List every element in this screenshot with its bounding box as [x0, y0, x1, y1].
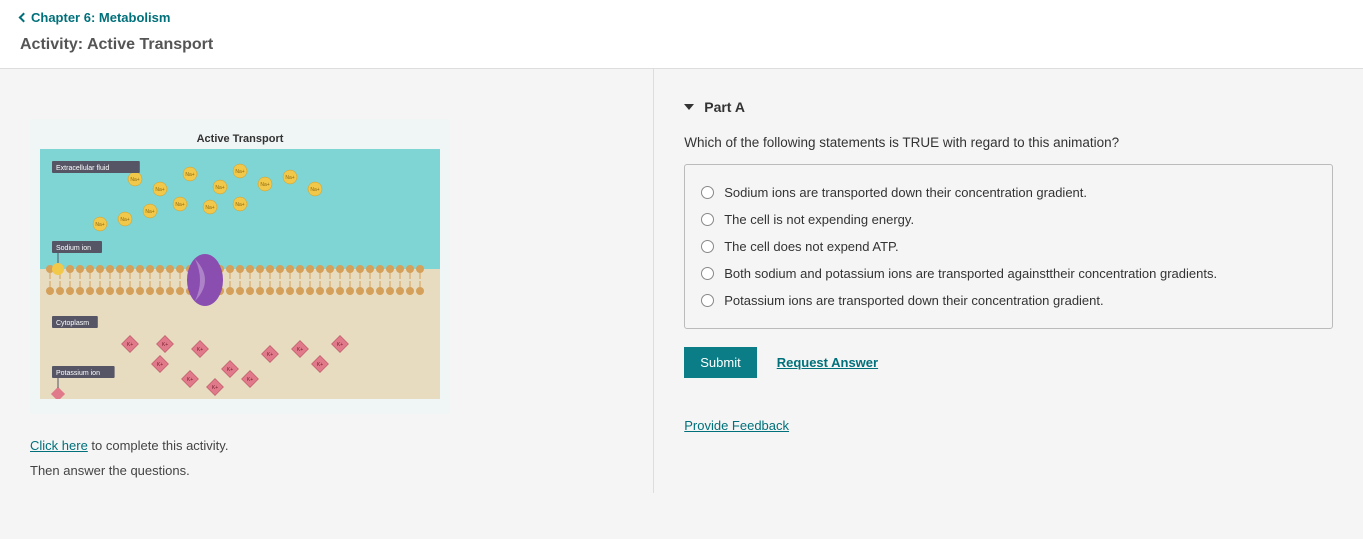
instruction-line2: Then answer the questions. — [30, 459, 623, 484]
action-row: Submit Request Answer — [684, 347, 1333, 378]
submit-button[interactable]: Submit — [684, 347, 756, 378]
click-here-link[interactable]: Click here — [30, 438, 88, 453]
svg-text:K+: K+ — [212, 385, 218, 391]
svg-text:Na+: Na+ — [235, 202, 244, 208]
part-label: Part A — [704, 99, 745, 115]
left-panel: Active Transport Na+Na+Na+Na+Na+Na+Na+Na… — [0, 69, 654, 493]
option-row[interactable]: Potassium ions are transported down thei… — [701, 287, 1316, 314]
svg-text:K+: K+ — [187, 377, 193, 383]
breadcrumb-back-link[interactable]: Chapter 6: Metabolism — [20, 10, 170, 25]
radio-button[interactable] — [701, 267, 714, 280]
option-row[interactable]: The cell is not expending energy. — [701, 206, 1316, 233]
svg-text:Potassium ion: Potassium ion — [56, 370, 100, 377]
svg-text:Extracellular fluid: Extracellular fluid — [56, 165, 109, 172]
right-panel: Part A Which of the following statements… — [654, 69, 1363, 493]
activity-title: Activity: Active Transport — [20, 26, 1343, 68]
option-row[interactable]: Sodium ions are transported down their c… — [701, 179, 1316, 206]
svg-text:K+: K+ — [317, 362, 323, 368]
svg-text:Na+: Na+ — [185, 172, 194, 178]
option-label: Sodium ions are transported down their c… — [724, 185, 1087, 200]
option-label: The cell does not expend ATP. — [724, 239, 898, 254]
provide-feedback-link[interactable]: Provide Feedback — [684, 418, 789, 433]
active-transport-diagram: Na+ Na+ Na+ Na+ Na+ Na+ Na+ Na+ Na+ Na+ Na+ Na+ Na+ N… — [40, 149, 440, 399]
svg-text:K+: K+ — [157, 362, 163, 368]
svg-text:Na+: Na+ — [310, 187, 319, 193]
svg-text:Na+: Na+ — [285, 175, 294, 181]
option-label: The cell is not expending energy. — [724, 212, 914, 227]
option-row[interactable]: The cell does not expend ATP. — [701, 233, 1316, 260]
svg-text:Na+: Na+ — [120, 217, 129, 223]
svg-text:Na+: Na+ — [260, 182, 269, 188]
radio-button[interactable] — [701, 294, 714, 307]
svg-text:Na+: Na+ — [205, 205, 214, 211]
svg-text:K+: K+ — [197, 347, 203, 353]
svg-text:K+: K+ — [337, 342, 343, 348]
svg-text:Na+: Na+ — [175, 202, 184, 208]
radio-button[interactable] — [701, 240, 714, 253]
svg-text:K+: K+ — [162, 342, 168, 348]
part-header[interactable]: Part A — [684, 99, 1333, 115]
instruction-line1-rest: to complete this activity. — [88, 438, 229, 453]
request-answer-link[interactable]: Request Answer — [777, 355, 878, 370]
caret-down-icon — [684, 104, 694, 110]
svg-text:Na+: Na+ — [215, 185, 224, 191]
radio-button[interactable] — [701, 186, 714, 199]
figure-container: Active Transport Na+Na+Na+Na+Na+Na+Na+Na… — [30, 119, 450, 414]
svg-text:Cytoplasm: Cytoplasm — [56, 320, 89, 327]
instructions: Click here to complete this activity. Th… — [30, 434, 623, 483]
chevron-left-icon — [19, 13, 29, 23]
option-row[interactable]: Both sodium and potassium ions are trans… — [701, 260, 1316, 287]
question-text: Which of the following statements is TRU… — [684, 135, 1333, 150]
options-box: Sodium ions are transported down their c… — [684, 164, 1333, 329]
svg-text:Na+: Na+ — [95, 222, 104, 228]
option-label: Potassium ions are transported down thei… — [724, 293, 1103, 308]
figure-title: Active Transport — [40, 129, 440, 149]
svg-text:K+: K+ — [127, 342, 133, 348]
svg-text:Sodium ion: Sodium ion — [56, 245, 91, 252]
svg-text:K+: K+ — [267, 352, 273, 358]
svg-text:Na+: Na+ — [155, 187, 164, 193]
svg-text:K+: K+ — [227, 367, 233, 373]
radio-button[interactable] — [701, 213, 714, 226]
option-label: Both sodium and potassium ions are trans… — [724, 266, 1217, 281]
svg-text:Na+: Na+ — [235, 169, 244, 175]
svg-text:Na+: Na+ — [145, 209, 154, 215]
svg-text:Na+: Na+ — [130, 177, 139, 183]
svg-text:K+: K+ — [247, 377, 253, 383]
svg-text:K+: K+ — [297, 347, 303, 353]
breadcrumb-label: Chapter 6: Metabolism — [31, 10, 170, 25]
page-header: Chapter 6: Metabolism Activity: Active T… — [0, 0, 1363, 68]
content-area: Active Transport Na+Na+Na+Na+Na+Na+Na+Na… — [0, 69, 1363, 493]
